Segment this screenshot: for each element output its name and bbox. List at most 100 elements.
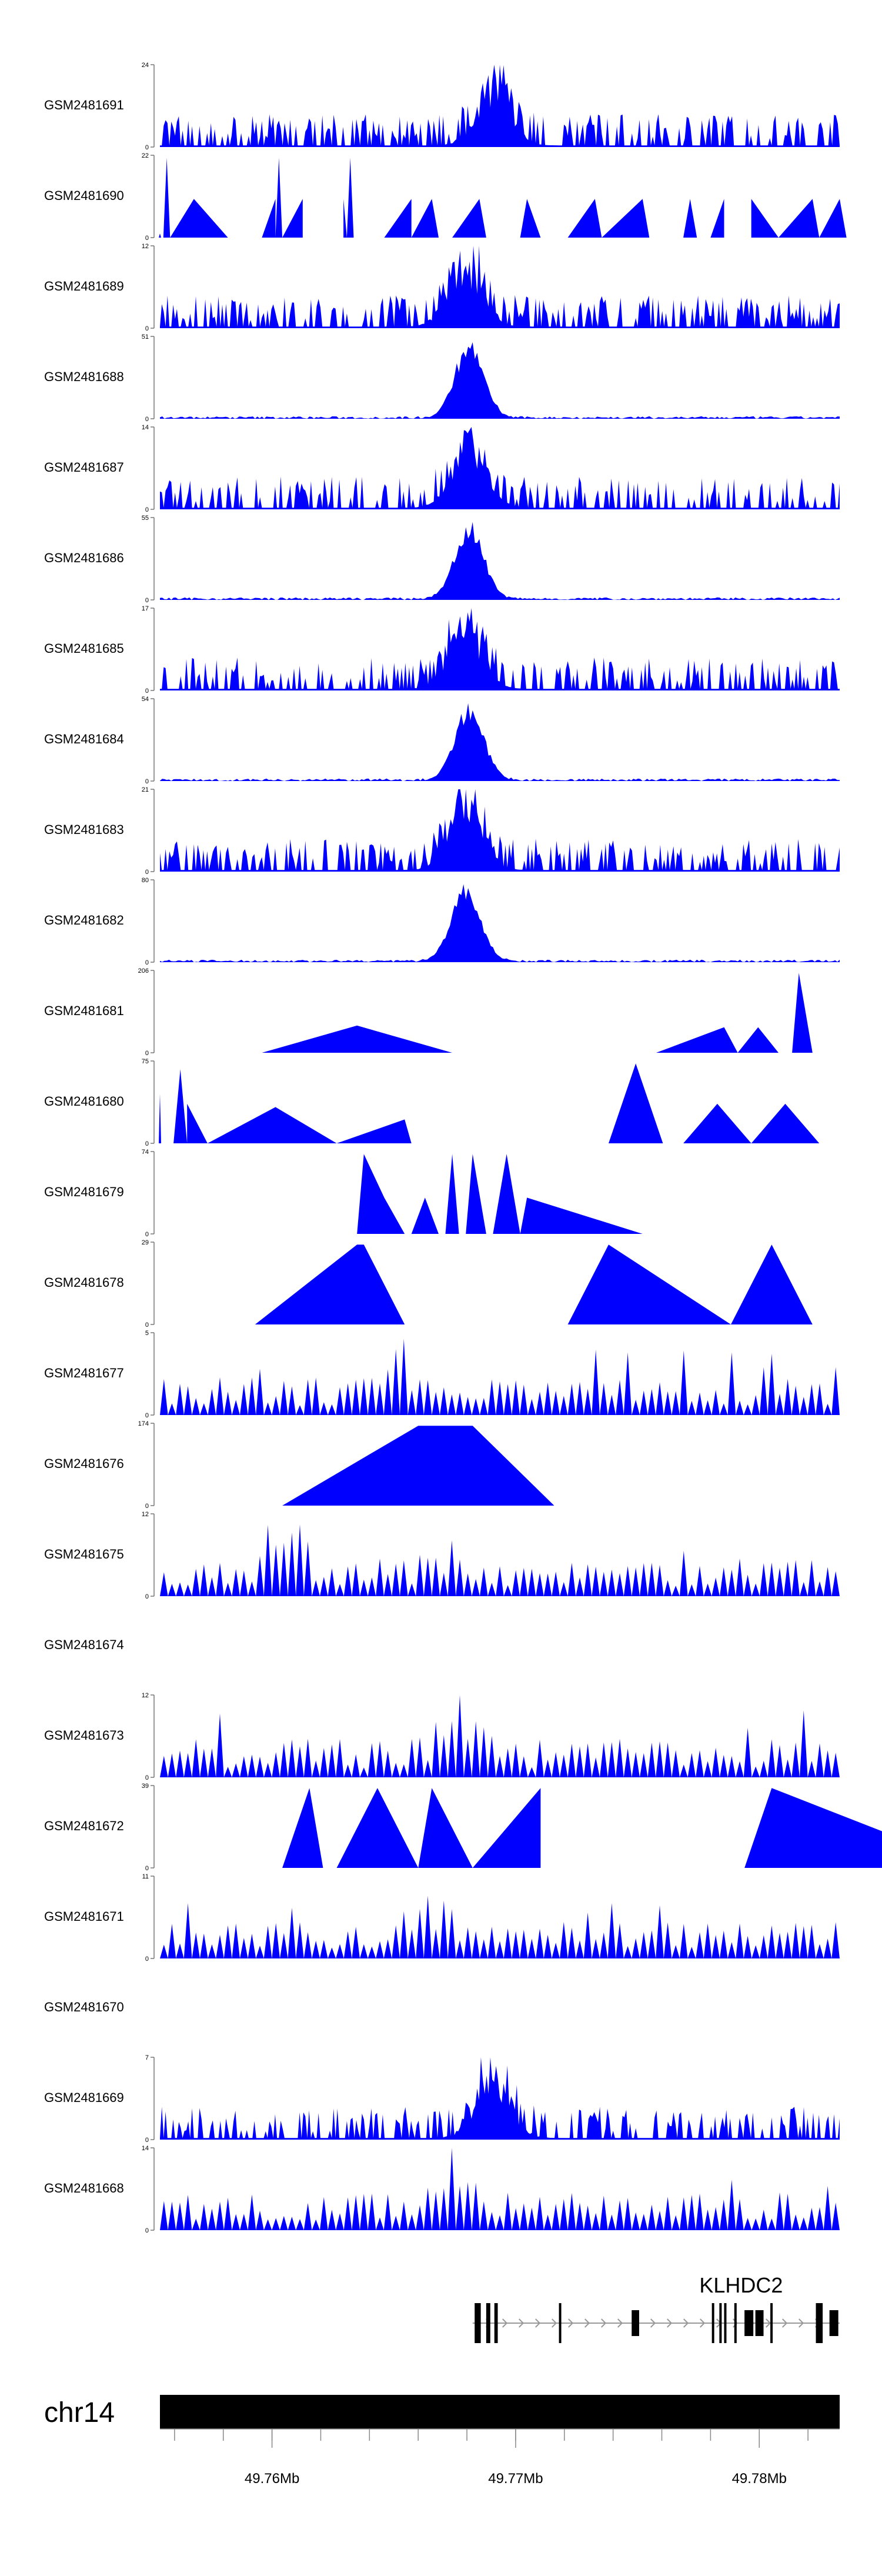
exon — [711, 2303, 714, 2343]
strand-arrow — [766, 2318, 771, 2328]
y-max-label: 75 — [142, 1058, 149, 1065]
signal-area — [160, 1695, 840, 1777]
y-max-label: 174 — [138, 1420, 149, 1427]
exon — [734, 2303, 737, 2343]
track-label: GSM2481670 — [44, 2000, 124, 2014]
y-max-label: 74 — [142, 1149, 149, 1156]
y-min-label: 0 — [145, 506, 149, 513]
y-max-label: 206 — [138, 967, 149, 975]
signal-area — [160, 342, 840, 419]
chromosome-band — [160, 2395, 840, 2429]
y-max-label: 39 — [142, 1783, 149, 1790]
strand-arrow — [535, 2318, 541, 2328]
y-max-label: 29 — [142, 1239, 149, 1246]
y-max-label: 22 — [142, 152, 149, 159]
exon — [494, 2303, 498, 2343]
y-max-label: 17 — [142, 605, 149, 612]
y-min-label: 0 — [145, 1140, 149, 1147]
strand-arrow — [650, 2318, 656, 2328]
track-GSM2481686: GSM2481686 55 0 — [44, 515, 840, 604]
exon — [744, 2310, 754, 2336]
gene-track: KLHDC2 — [472, 2273, 840, 2343]
track-label: GSM2481687 — [44, 460, 124, 475]
y-min-label: 0 — [145, 1231, 149, 1238]
y-max-label: 55 — [142, 515, 149, 522]
strand-arrow — [552, 2318, 557, 2328]
y-max-label: 21 — [142, 786, 149, 793]
track-label: GSM2481684 — [44, 732, 124, 746]
track-GSM2481680: GSM2481680 75 0 — [44, 1058, 820, 1147]
y-min-label: 0 — [145, 2227, 149, 2234]
y-min-label: 0 — [145, 1593, 149, 1600]
track-GSM2481670: GSM2481670 — [44, 2000, 124, 2014]
track-GSM2481691: GSM2481691 24 0 — [44, 62, 840, 151]
y-min-label: 0 — [145, 1865, 149, 1872]
track-label: GSM2481686 — [44, 550, 124, 565]
genome-axis: 49.76Mb 49.77Mb 49.78Mb — [160, 2428, 840, 2487]
signal-area — [160, 427, 840, 509]
y-min-label: 0 — [145, 1956, 149, 1963]
track-GSM2481690: GSM2481690 22 0 — [44, 152, 860, 242]
exon — [829, 2310, 838, 2336]
track-GSM2481677: GSM2481677 5 0 — [44, 1330, 840, 1419]
signal-area — [160, 703, 840, 781]
gene-label: KLHDC2 — [699, 2273, 783, 2297]
track-label: GSM2481675 — [44, 1547, 124, 1561]
track-label: GSM2481678 — [44, 1275, 124, 1290]
track-label: GSM2481671 — [44, 1909, 124, 1924]
track-GSM2481682: GSM2481682 80 0 — [44, 877, 840, 966]
y-max-label: 12 — [142, 1511, 149, 1518]
axis-tick-label: 49.76Mb — [245, 2471, 299, 2487]
track-GSM2481676: GSM2481676 174 0 — [44, 1420, 663, 1510]
y-max-label: 24 — [142, 62, 149, 69]
y-min-label: 0 — [145, 688, 149, 695]
signal-area — [160, 65, 840, 147]
track-GSM2481683: GSM2481683 21 0 — [44, 786, 840, 876]
exon — [719, 2303, 722, 2343]
track-GSM2481678: GSM2481678 29 0 — [44, 1239, 813, 1329]
y-max-label: 14 — [142, 424, 149, 431]
track-GSM2481669: GSM2481669 7 0 — [44, 2054, 840, 2144]
track-label: GSM2481669 — [44, 2090, 124, 2105]
chromosome-label: chr14 — [44, 2397, 115, 2428]
exon — [724, 2303, 727, 2343]
strand-arrow — [568, 2318, 574, 2328]
y-min-label: 0 — [145, 1412, 149, 1419]
signal-area — [139, 158, 860, 238]
axis-tick-label: 49.78Mb — [732, 2471, 787, 2487]
track-label: GSM2481691 — [44, 98, 124, 112]
y-min-label: 0 — [145, 1050, 149, 1057]
track-GSM2481668: GSM2481668 14 0 — [44, 2145, 840, 2234]
y-min-label: 0 — [145, 2137, 149, 2144]
signal-area — [160, 1896, 840, 1958]
y-max-label: 11 — [142, 1873, 149, 1880]
signal-area — [160, 2148, 840, 2230]
track-label: GSM2481679 — [44, 1184, 124, 1199]
signal-area — [160, 789, 840, 872]
signal-area — [282, 1426, 663, 1506]
signal-area — [160, 246, 840, 328]
exon — [632, 2310, 639, 2336]
strand-arrow — [519, 2318, 524, 2328]
track-GSM2481674: GSM2481674 — [44, 1637, 124, 1652]
y-min-label: 0 — [145, 235, 149, 242]
signal-area — [160, 884, 840, 962]
strand-arrow — [799, 2318, 804, 2328]
signal-area — [160, 1244, 813, 1324]
track-GSM2481681: GSM2481681 206 0 — [44, 967, 813, 1057]
track-GSM2481671: GSM2481671 11 0 — [44, 1873, 840, 1963]
strand-arrow — [584, 2318, 590, 2328]
y-max-label: 51 — [142, 333, 149, 341]
track-GSM2481689: GSM2481689 12 0 — [44, 243, 840, 332]
signal-area — [262, 973, 813, 1053]
y-min-label: 0 — [145, 1503, 149, 1510]
y-min-label: 0 — [145, 778, 149, 785]
y-max-label: 5 — [145, 1330, 149, 1337]
track-label: GSM2481685 — [44, 641, 124, 656]
track-label: GSM2481690 — [44, 188, 124, 203]
y-min-label: 0 — [145, 597, 149, 604]
strand-arrow — [502, 2318, 508, 2328]
chromosome-ideogram: chr14 — [44, 2395, 840, 2429]
strand-arrow — [782, 2318, 788, 2328]
